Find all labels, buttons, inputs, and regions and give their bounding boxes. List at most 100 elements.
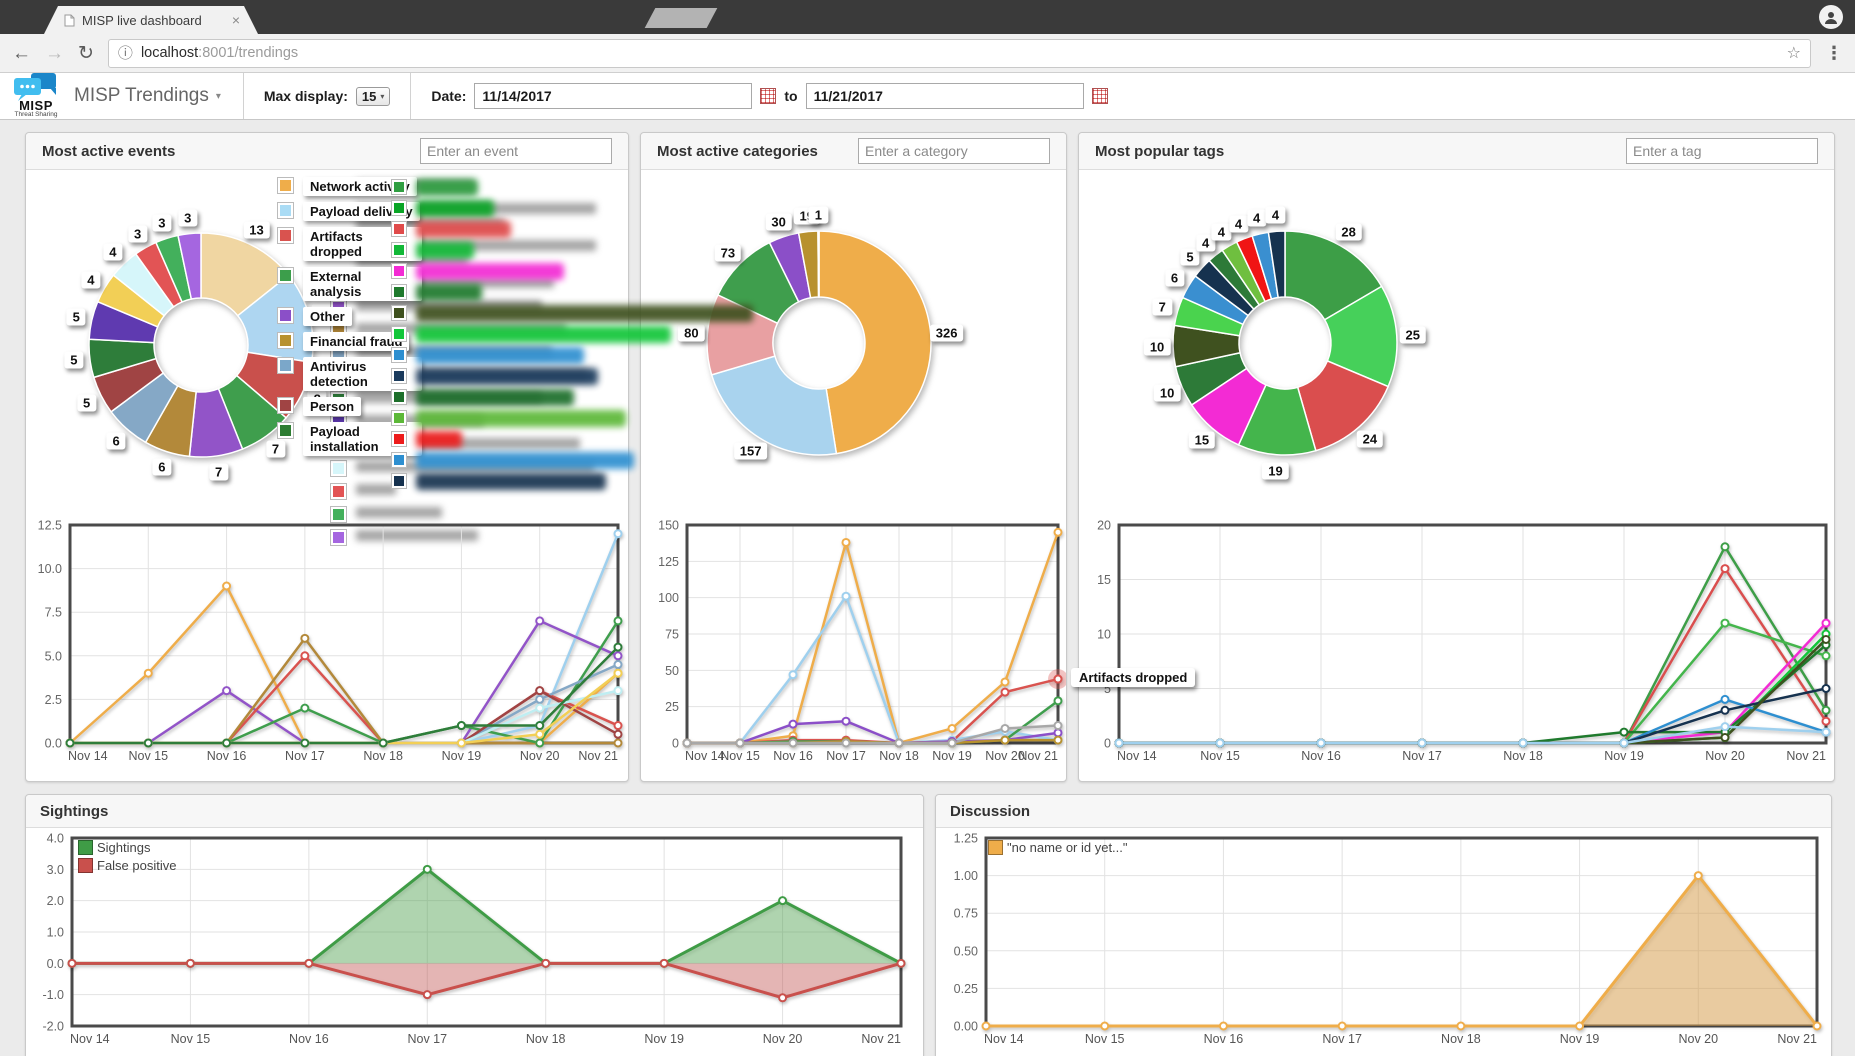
date-range-group: Date: to xyxy=(410,73,1127,119)
discussion-area-chart: "no name or id yet..." 1.25 1.00 0.75 0.50 0… xyxy=(936,828,1831,1056)
svg-text:7.5: 7.5 xyxy=(45,606,62,620)
legend-row[interactable] xyxy=(391,347,753,364)
site-info-icon[interactable]: ⓘ xyxy=(117,44,133,62)
donut-value-label: 30 xyxy=(765,213,792,231)
donut-value-label: 28 xyxy=(1335,223,1362,241)
blurred-tag-pill xyxy=(416,347,584,364)
legend-row[interactable] xyxy=(391,431,753,448)
browser-tab[interactable]: MISP live dashboard × xyxy=(44,6,258,34)
donut-svg xyxy=(88,232,314,458)
legend-row[interactable] xyxy=(330,529,588,546)
svg-text:Nov 21: Nov 21 xyxy=(1786,749,1826,763)
app-header: MISP Threat Sharing MISP Trendings ▾ Max … xyxy=(0,73,1855,120)
donut-value-label: 6 xyxy=(152,458,172,476)
legend-row[interactable] xyxy=(391,284,753,301)
event-search-input[interactable] xyxy=(420,138,612,164)
tag-search-input[interactable] xyxy=(1626,138,1818,164)
date-from-input[interactable] xyxy=(474,83,753,109)
legend-row[interactable] xyxy=(391,389,753,406)
svg-text:Nov 19: Nov 19 xyxy=(932,749,972,763)
line-chart-svg: 1.25 1.00 0.75 0.50 0.25 0.00 Nov 14 Nov 15 Nov … xyxy=(954,832,1822,1046)
back-icon[interactable]: ← xyxy=(12,42,31,64)
legend-row[interactable] xyxy=(391,473,753,490)
blurred-tag-pill xyxy=(416,410,626,427)
svg-text:Nov 15: Nov 15 xyxy=(720,749,760,763)
legend-row[interactable] xyxy=(391,263,753,280)
legend-row[interactable]: Other xyxy=(277,307,422,326)
svg-text:0.50: 0.50 xyxy=(954,944,978,958)
svg-text:Nov 14: Nov 14 xyxy=(1117,749,1157,763)
tab-close-icon[interactable]: × xyxy=(231,12,240,28)
svg-text:Nov 15: Nov 15 xyxy=(128,749,168,763)
chart-legend-row: Sightings xyxy=(78,840,176,855)
legend-row[interactable]: Payload delivery xyxy=(277,202,422,221)
svg-text:20: 20 xyxy=(1097,519,1111,533)
legend-swatch xyxy=(391,326,407,342)
browser-menu-icon[interactable]: ⋮ xyxy=(1825,42,1843,63)
donut-slice[interactable] xyxy=(177,232,202,300)
legend-row[interactable] xyxy=(391,452,753,469)
legend-row[interactable] xyxy=(391,179,753,196)
svg-text:150: 150 xyxy=(658,519,679,533)
legend-row[interactable] xyxy=(391,221,753,238)
legend-row[interactable] xyxy=(391,368,753,385)
svg-text:Nov 18: Nov 18 xyxy=(363,749,403,763)
legend-swatch xyxy=(277,307,294,324)
legend-row[interactable]: Financial fraud xyxy=(277,332,422,351)
date-to-input[interactable] xyxy=(805,83,1084,109)
bottom-panels-row: Sightings Sightings False positive 4.0 3.0… xyxy=(25,794,1832,1056)
tab-title: MISP live dashboard xyxy=(82,12,202,28)
svg-text:15: 15 xyxy=(1097,573,1111,587)
legend-row[interactable] xyxy=(391,410,753,427)
legend-label: Person xyxy=(303,397,362,416)
donut-slice[interactable] xyxy=(1284,230,1383,321)
legend-row[interactable] xyxy=(391,326,753,343)
legend-row[interactable] xyxy=(330,506,588,523)
donut-slice[interactable] xyxy=(818,230,932,455)
legend-swatch xyxy=(277,267,294,284)
misp-logo[interactable]: MISP Threat Sharing xyxy=(14,73,58,119)
svg-text:Nov 15: Nov 15 xyxy=(171,1032,211,1046)
legend-row[interactable]: Person xyxy=(277,397,422,416)
donut-value-label: 4 xyxy=(1228,215,1249,233)
svg-text:Nov 17: Nov 17 xyxy=(285,749,325,763)
chart-legend-row: False positive xyxy=(78,858,176,873)
new-tab-button[interactable] xyxy=(644,8,718,28)
legend-swatch xyxy=(391,473,407,489)
calendar-icon[interactable] xyxy=(760,88,777,104)
legend-swatch xyxy=(391,347,407,363)
donut-slice[interactable] xyxy=(1267,230,1286,299)
calendar-icon[interactable] xyxy=(1091,88,1108,104)
panel-discussion: Discussion "no name or id yet..." 1.25 1.… xyxy=(935,794,1832,1056)
svg-text:Nov 17: Nov 17 xyxy=(1402,749,1442,763)
bookmark-star-icon[interactable]: ☆ xyxy=(1786,45,1801,62)
nav-title-dropdown[interactable]: MISP Trendings ▾ xyxy=(74,85,221,106)
legend-row[interactable]: Network activity xyxy=(277,177,422,196)
legend-swatch xyxy=(391,179,407,195)
panel-title: Most active categories xyxy=(657,142,818,160)
legend-row[interactable] xyxy=(391,305,753,322)
donut-slice[interactable] xyxy=(710,355,838,456)
svg-text:Nov 14: Nov 14 xyxy=(70,1032,110,1046)
profile-avatar-icon[interactable] xyxy=(1819,5,1843,29)
svg-text:75: 75 xyxy=(665,628,679,642)
legend-row[interactable] xyxy=(391,242,753,259)
donut-value-label: 10 xyxy=(1153,384,1181,402)
category-search-input[interactable] xyxy=(858,138,1050,164)
legend-swatch xyxy=(391,452,407,468)
max-display-select[interactable]: 15 ▾ xyxy=(355,86,391,106)
forward-icon[interactable]: → xyxy=(45,42,64,64)
donut-value-label: 7 xyxy=(1152,298,1172,316)
donut-slice[interactable] xyxy=(817,230,820,298)
svg-text:Nov 18: Nov 18 xyxy=(1503,749,1543,763)
url-bar[interactable]: ⓘ localhost:8001/trendings ☆ xyxy=(107,38,1811,68)
legend-row[interactable] xyxy=(330,483,588,500)
svg-text:Nov 16: Nov 16 xyxy=(773,749,813,763)
reload-icon[interactable]: ↻ xyxy=(78,42,94,64)
donut-svg xyxy=(706,230,932,456)
legend-swatch xyxy=(988,840,1003,855)
svg-text:Nov 16: Nov 16 xyxy=(1301,749,1341,763)
blurred-text xyxy=(356,484,396,495)
legend-row[interactable] xyxy=(391,200,753,217)
legend-label: Sightings xyxy=(97,840,151,855)
